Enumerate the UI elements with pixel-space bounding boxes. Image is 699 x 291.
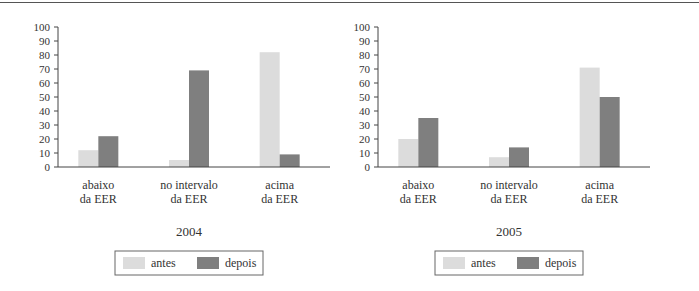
y-tick-label: 40 (359, 105, 371, 117)
y-tick (54, 83, 58, 84)
y-tick-label: 40 (39, 105, 51, 117)
y-tick-label: 90 (359, 35, 371, 47)
bar (600, 97, 620, 167)
y-tick (374, 139, 378, 140)
chart-title: 2005 (496, 224, 522, 239)
bars (398, 68, 619, 167)
bar (509, 147, 529, 167)
x-tick-label: acimada EER (581, 178, 618, 206)
bar (398, 139, 418, 167)
x-label-line: da EER (171, 192, 208, 206)
x-label-line: da EER (261, 192, 298, 206)
y-tick (374, 167, 378, 168)
legend-label: depois (545, 256, 577, 270)
x-label-line: da EER (581, 192, 618, 206)
y-tick-label: 0 (45, 161, 51, 173)
y-tick-label: 30 (39, 119, 51, 131)
y-tick (54, 55, 58, 56)
legend-swatch (517, 257, 539, 269)
bar (169, 160, 189, 167)
chart-panel: 0102030405060708090100abaixoda EERno int… (34, 21, 331, 275)
y-tick-label: 60 (39, 77, 51, 89)
y-tick-label: 70 (39, 63, 51, 75)
y-tick (54, 139, 58, 140)
chart-title: 2004 (176, 224, 203, 239)
y-tick (54, 69, 58, 70)
legend-swatch (197, 257, 219, 269)
top-rule (0, 2, 699, 3)
x-tick-label: no intervaloda EER (480, 178, 538, 206)
x-label-line: abaixo (402, 178, 434, 192)
x-label-line: acima (265, 178, 294, 192)
y-tick-label: 80 (359, 49, 371, 61)
legend-box (115, 251, 263, 275)
x-tick-label: no intervaloda EER (160, 178, 218, 206)
y-tick (54, 153, 58, 154)
y-tick (54, 167, 58, 168)
bar (78, 150, 98, 167)
x-label-line: no intervalo (480, 178, 538, 192)
x-label-line: da EER (80, 192, 117, 206)
y-tick (374, 153, 378, 154)
x-label-line: abaixo (82, 178, 114, 192)
bar (418, 118, 438, 167)
x-label-line: no intervalo (160, 178, 218, 192)
x-tick-label: acimada EER (261, 178, 298, 206)
chart-panel: 0102030405060708090100abaixoda EERno int… (354, 21, 651, 275)
bar (489, 157, 509, 167)
y-tick (374, 69, 378, 70)
x-label-line: acima (585, 178, 614, 192)
y-tick-label: 50 (359, 91, 371, 103)
y-tick (374, 55, 378, 56)
y-tick (54, 27, 58, 28)
bar (260, 52, 280, 167)
legend-swatch (443, 257, 465, 269)
x-axis (378, 167, 650, 168)
y-tick-label: 100 (354, 21, 371, 33)
bar (280, 154, 300, 167)
legend-box (435, 251, 583, 275)
y-tick (374, 125, 378, 126)
y-axis (378, 27, 379, 167)
x-label-line: da EER (491, 192, 528, 206)
bar (580, 68, 600, 167)
y-tick-label: 10 (39, 147, 51, 159)
y-tick (54, 41, 58, 42)
y-tick-label: 80 (39, 49, 51, 61)
y-axis (58, 27, 59, 167)
legend-label: depois (225, 256, 257, 270)
y-tick-label: 10 (359, 147, 371, 159)
legend-swatch (123, 257, 145, 269)
x-tick-label: abaixoda EER (400, 178, 437, 206)
legend-label: antes (471, 256, 496, 270)
figure: 0102030405060708090100abaixoda EERno int… (0, 0, 699, 291)
bar (98, 136, 118, 167)
y-tick-label: 100 (34, 21, 51, 33)
y-tick (54, 97, 58, 98)
bar (189, 70, 209, 167)
x-axis (58, 167, 330, 168)
y-tick-label: 90 (39, 35, 51, 47)
y-tick-label: 60 (359, 77, 371, 89)
y-tick (54, 125, 58, 126)
y-tick (374, 111, 378, 112)
y-tick (374, 41, 378, 42)
bars (78, 52, 299, 167)
y-tick (374, 27, 378, 28)
y-tick-label: 0 (365, 161, 371, 173)
y-tick (374, 97, 378, 98)
y-tick-label: 30 (359, 119, 371, 131)
y-tick (54, 111, 58, 112)
x-label-line: da EER (400, 192, 437, 206)
y-tick (374, 83, 378, 84)
x-tick-label: abaixoda EER (80, 178, 117, 206)
y-tick-label: 20 (39, 133, 51, 145)
legend-label: antes (151, 256, 176, 270)
y-tick-label: 20 (359, 133, 371, 145)
y-tick-label: 50 (39, 91, 51, 103)
y-tick-label: 70 (359, 63, 371, 75)
